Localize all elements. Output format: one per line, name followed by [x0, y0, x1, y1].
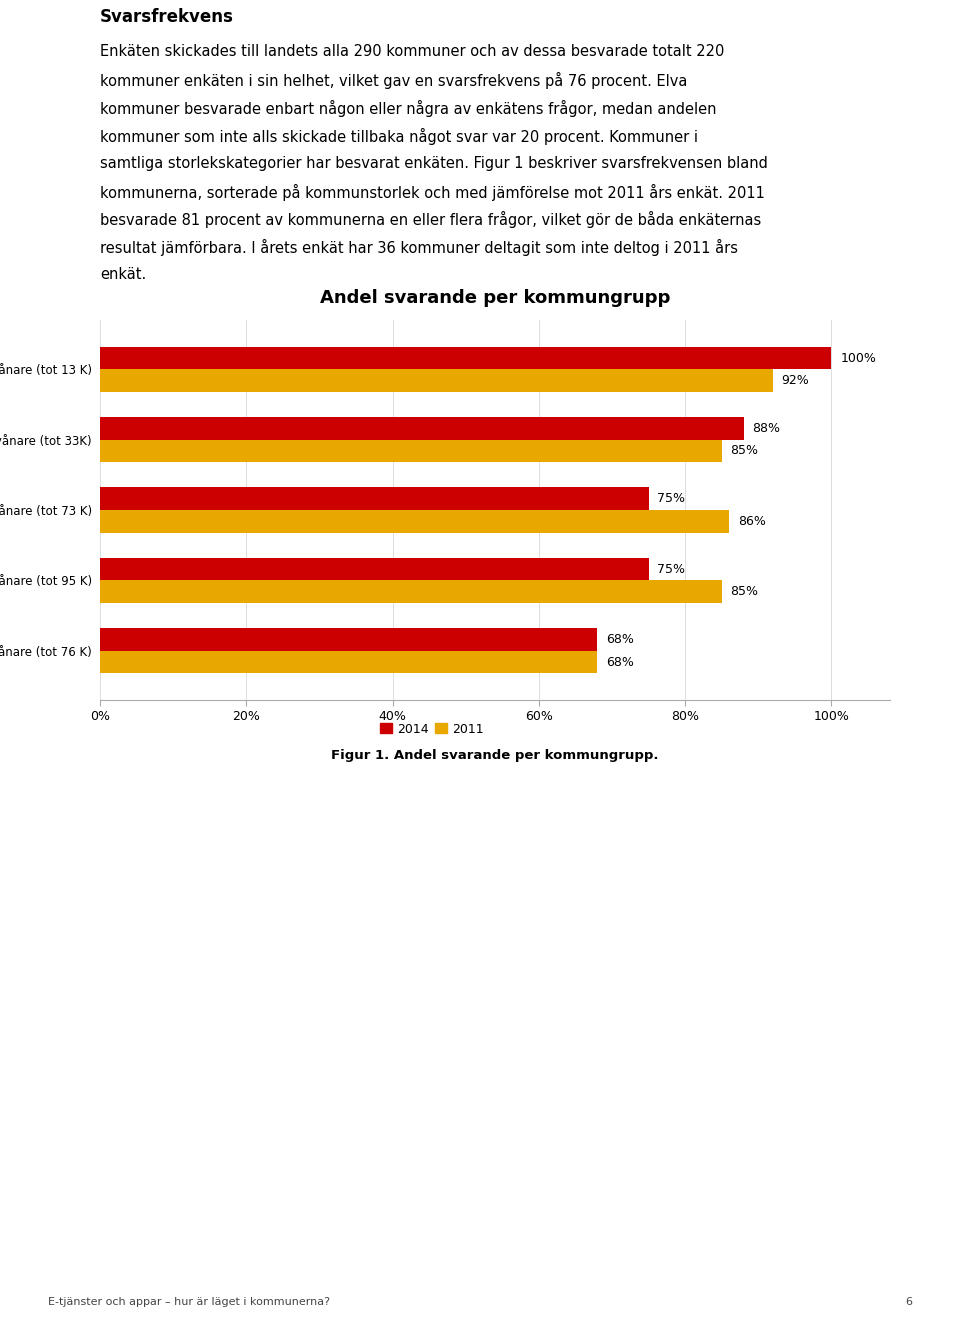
Text: Figur 1. Andel svarande per kommungrupp.: Figur 1. Andel svarande per kommungrupp.: [331, 749, 659, 762]
Text: 85%: 85%: [731, 585, 758, 598]
Text: 68%: 68%: [606, 655, 634, 668]
Text: kommuner besvarade enbart någon eller några av enkätens frågor, medan andelen: kommuner besvarade enbart någon eller nå…: [100, 100, 716, 117]
Text: 88%: 88%: [753, 422, 780, 435]
Text: 75%: 75%: [658, 492, 685, 505]
Bar: [100, 510, 729, 532]
Bar: [100, 369, 773, 391]
Bar: [100, 440, 722, 463]
Text: Enkäten skickades till landets alla 290 kommuner och av dessa besvarade totalt 2: Enkäten skickades till landets alla 290 …: [100, 45, 725, 59]
Text: resultat jämförbara. I årets enkät har 36 kommuner deltagit som inte deltog i 20: resultat jämförbara. I årets enkät har 3…: [100, 239, 738, 256]
Bar: [100, 629, 597, 651]
Bar: [100, 558, 649, 580]
Text: 68%: 68%: [606, 633, 634, 646]
Text: samtliga storlekskategorier har besvarat enkäten. Figur 1 beskriver svarsfrekven: samtliga storlekskategorier har besvarat…: [100, 156, 768, 170]
Bar: [100, 416, 744, 440]
Bar: [100, 488, 649, 510]
Bar: [100, 651, 597, 673]
Legend: 2014, 2011: 2014, 2011: [379, 722, 484, 735]
Text: 92%: 92%: [781, 374, 809, 387]
Text: E-tjänster och appar – hur är läget i kommunerna?: E-tjänster och appar – hur är läget i ko…: [48, 1297, 330, 1307]
Text: 85%: 85%: [731, 444, 758, 457]
Bar: [100, 580, 722, 602]
Text: 6: 6: [905, 1297, 912, 1307]
Text: kommuner som inte alls skickade tillbaka något svar var 20 procent. Kommuner i: kommuner som inte alls skickade tillbaka…: [100, 128, 698, 145]
Text: besvarade 81 procent av kommunerna en eller flera frågor, vilket gör de båda enk: besvarade 81 procent av kommunerna en el…: [100, 211, 761, 228]
Text: 100%: 100%: [840, 352, 876, 365]
Text: Svarsfrekvens: Svarsfrekvens: [100, 8, 234, 26]
Text: 86%: 86%: [738, 515, 766, 527]
Text: kommuner enkäten i sin helhet, vilket gav en svarsfrekvens på 76 procent. Elva: kommuner enkäten i sin helhet, vilket ga…: [100, 72, 687, 90]
Text: kommunerna, sorterade på kommunstorlek och med jämförelse mot 2011 års enkät. 20: kommunerna, sorterade på kommunstorlek o…: [100, 183, 765, 200]
Bar: [100, 347, 831, 369]
Text: 75%: 75%: [658, 563, 685, 576]
Text: enkät.: enkät.: [100, 268, 146, 282]
Title: Andel svarande per kommungrupp: Andel svarande per kommungrupp: [320, 290, 670, 307]
